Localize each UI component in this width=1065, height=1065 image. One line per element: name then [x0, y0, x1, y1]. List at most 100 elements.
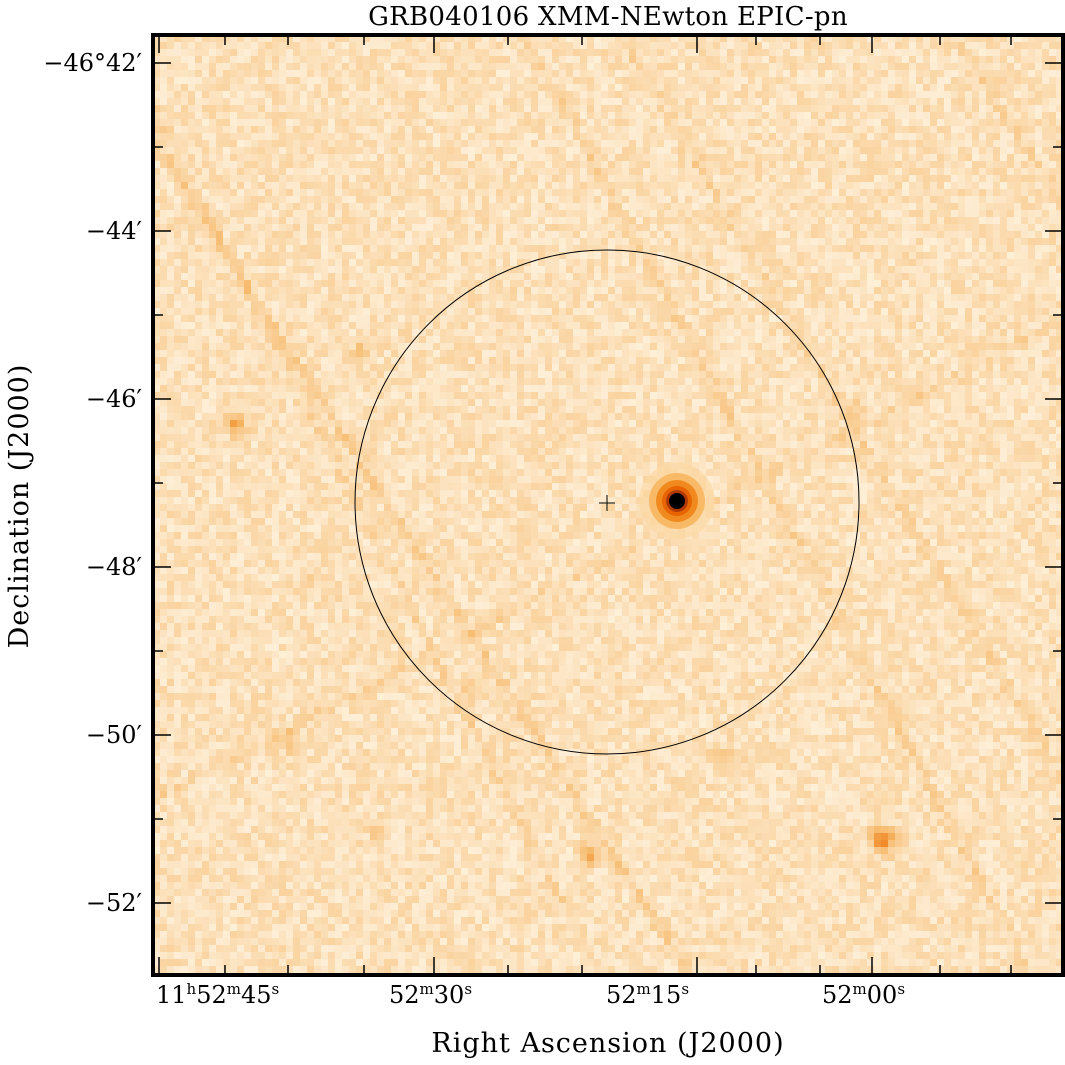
pixel-cell [559, 35, 566, 42]
pixel-cell [545, 203, 552, 210]
pixel-cell [839, 224, 846, 231]
pixel-cell [237, 224, 244, 231]
pixel-cell [986, 105, 993, 112]
pixel-cell [573, 126, 580, 133]
pixel-cell [643, 266, 650, 273]
pixel-cell [902, 112, 909, 119]
pixel-cell [377, 266, 384, 273]
pixel-cell [286, 105, 293, 112]
pixel-cell [328, 238, 335, 245]
pixel-cell [657, 42, 664, 49]
pixel-cell [349, 301, 356, 308]
pixel-cell [1049, 35, 1056, 42]
pixel-cell [475, 175, 482, 182]
pixel-cell [545, 119, 552, 126]
pixel-cell [797, 210, 804, 217]
pixel-cell [440, 231, 447, 238]
pixel-cell [839, 266, 846, 273]
pixel-cell [671, 231, 678, 238]
pixel-cell [356, 273, 363, 280]
pixel-cell [874, 224, 881, 231]
pixel-cell [797, 126, 804, 133]
pixel-cell [636, 56, 643, 63]
pixel-cell [916, 98, 923, 105]
pixel-cell [496, 294, 503, 301]
pixel-cell [335, 140, 342, 147]
pixel-cell [223, 70, 230, 77]
pixel-cell [153, 105, 160, 112]
pixel-cell [160, 84, 167, 91]
pixel-cell [790, 91, 797, 98]
pixel-cell [671, 182, 678, 189]
pixel-cell [510, 238, 517, 245]
pixel-cell [377, 175, 384, 182]
pixel-cell [636, 273, 643, 280]
pixel-cell [881, 196, 888, 203]
pixel-cell [881, 49, 888, 56]
pixel-cell [909, 294, 916, 301]
pixel-cell [608, 77, 615, 84]
pixel-cell [664, 168, 671, 175]
pixel-cell [1056, 119, 1063, 126]
pixel-cell [685, 175, 692, 182]
pixel-cell [657, 126, 664, 133]
pixel-cell [902, 210, 909, 217]
pixel-cell [552, 84, 559, 91]
pixel-cell [342, 259, 349, 266]
pixel-cell [503, 91, 510, 98]
pixel-cell [363, 49, 370, 56]
pixel-cell [363, 91, 370, 98]
pixel-cell [993, 217, 1000, 224]
pixel-cell [265, 294, 272, 301]
pixel-cell [664, 140, 671, 147]
pixel-cell [552, 280, 559, 287]
pixel-cell [188, 224, 195, 231]
pixel-cell [153, 301, 160, 308]
pixel-cell [916, 196, 923, 203]
pixel-cell [468, 294, 475, 301]
pixel-cell [496, 70, 503, 77]
pixel-cell [237, 154, 244, 161]
pixel-cell [195, 35, 202, 42]
pixel-cell [657, 182, 664, 189]
pixel-cell [804, 105, 811, 112]
pixel-cell [559, 105, 566, 112]
pixel-cell [447, 294, 454, 301]
pixel-cell [195, 203, 202, 210]
pixel-cell [524, 35, 531, 42]
pixel-cell [1035, 119, 1042, 126]
pixel-cell [174, 301, 181, 308]
pixel-cell [853, 259, 860, 266]
pixel-cell [678, 252, 685, 259]
pixel-cell [706, 133, 713, 140]
pixel-cell [223, 154, 230, 161]
pixel-cell [839, 287, 846, 294]
pixel-cell [293, 266, 300, 273]
pixel-cell [1014, 140, 1021, 147]
pixel-cell [776, 77, 783, 84]
pixel-cell [188, 63, 195, 70]
pixel-cell [923, 259, 930, 266]
pixel-cell [762, 70, 769, 77]
pixel-cell [846, 238, 853, 245]
pixel-cell [230, 280, 237, 287]
pixel-cell [678, 203, 685, 210]
pixel-cell [342, 287, 349, 294]
pixel-cell [454, 231, 461, 238]
pixel-cell [860, 280, 867, 287]
pixel-cell [769, 224, 776, 231]
pixel-cell [972, 42, 979, 49]
pixel-cell [853, 196, 860, 203]
pixel-cell [958, 112, 965, 119]
pixel-cell [1021, 217, 1028, 224]
pixel-cell [510, 294, 517, 301]
pixel-cell [174, 231, 181, 238]
pixel-cell [230, 119, 237, 126]
pixel-cell [1000, 140, 1007, 147]
pixel-cell [391, 203, 398, 210]
pixel-cell [965, 168, 972, 175]
pixel-cell [734, 294, 741, 301]
pixel-cell [209, 301, 216, 308]
pixel-cell [678, 84, 685, 91]
pixel-cell [160, 266, 167, 273]
